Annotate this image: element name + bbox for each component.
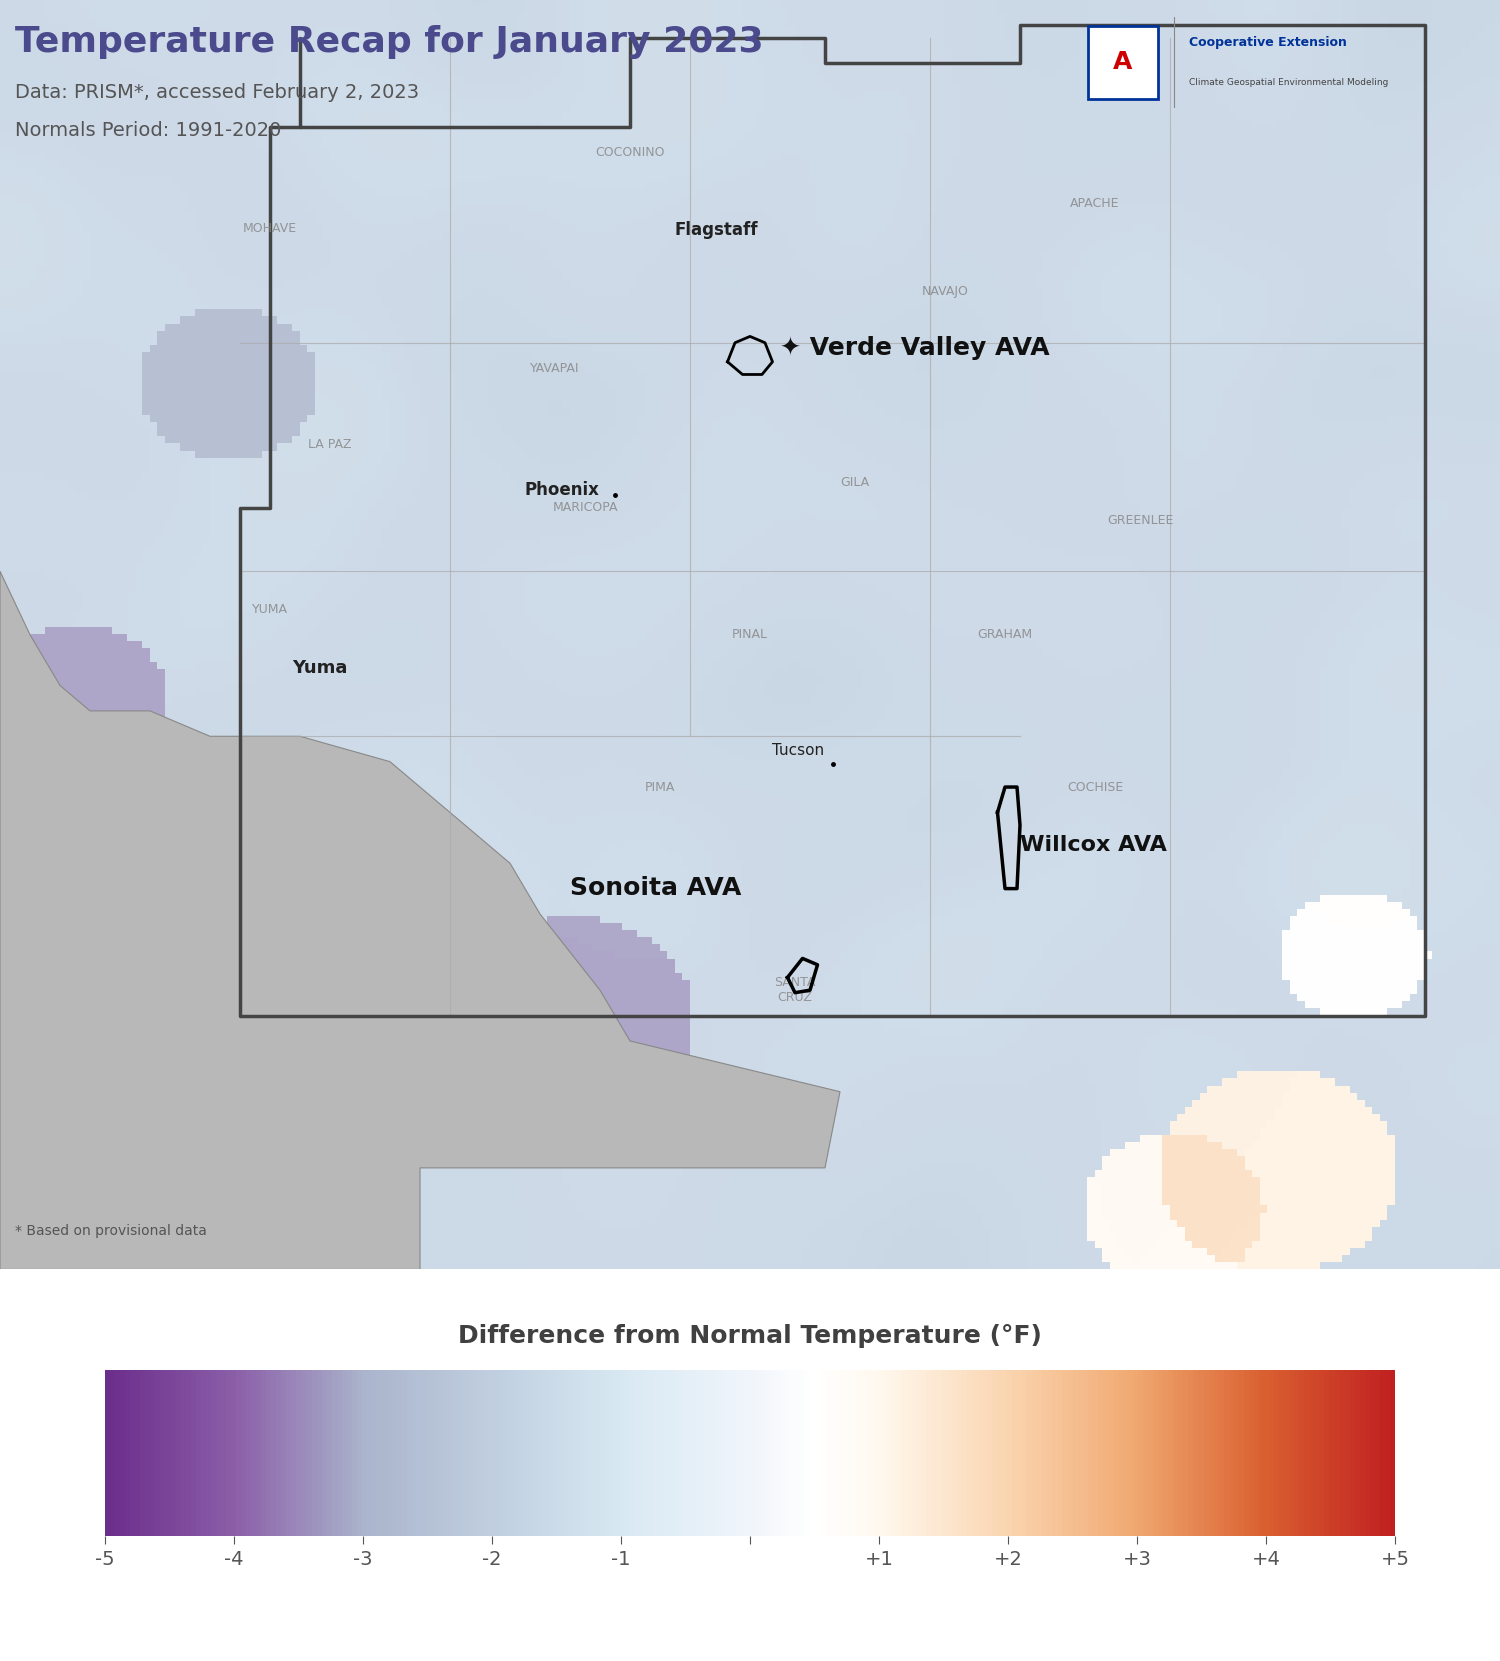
- Text: MOHAVE: MOHAVE: [243, 223, 297, 234]
- Text: NAVAJO: NAVAJO: [921, 286, 969, 299]
- Text: GILA: GILA: [840, 477, 870, 488]
- Text: near normal: near normal: [690, 1394, 810, 1412]
- Text: Data: PRISM*, accessed February 2, 2023: Data: PRISM*, accessed February 2, 2023: [15, 83, 418, 101]
- Text: Willcox AVA: Willcox AVA: [1020, 834, 1167, 854]
- Text: Climate Geospatial Environmental Modeling: Climate Geospatial Environmental Modelin…: [1190, 78, 1389, 86]
- Text: below normal: below normal: [204, 1394, 336, 1412]
- Text: YUMA: YUMA: [252, 603, 288, 616]
- Text: A: A: [1113, 50, 1132, 75]
- Text: LA PAZ: LA PAZ: [309, 439, 351, 450]
- Text: PIMA: PIMA: [645, 781, 675, 794]
- Text: Yuma: Yuma: [292, 659, 348, 676]
- FancyBboxPatch shape: [1088, 25, 1158, 98]
- Text: COCONINO: COCONINO: [596, 146, 664, 159]
- Text: Flagstaff: Flagstaff: [675, 221, 759, 239]
- Text: Normals Period: 1991-2020: Normals Period: 1991-2020: [15, 121, 282, 140]
- Text: SANTA
CRUZ: SANTA CRUZ: [774, 977, 816, 1005]
- Text: Sonoita AVA: Sonoita AVA: [570, 875, 741, 900]
- Text: Phoenix: Phoenix: [525, 482, 600, 498]
- Text: above normal: above normal: [1162, 1394, 1298, 1412]
- Polygon shape: [0, 571, 840, 1269]
- Text: Cooperative Extension: Cooperative Extension: [1190, 35, 1347, 48]
- Text: MARICOPA: MARICOPA: [552, 502, 618, 515]
- Text: COCHISE: COCHISE: [1066, 781, 1124, 794]
- Text: Tucson: Tucson: [772, 744, 825, 759]
- Text: * Based on provisional data: * Based on provisional data: [15, 1224, 207, 1237]
- Text: GRAHAM: GRAHAM: [978, 628, 1032, 641]
- Text: APACHE: APACHE: [1071, 196, 1119, 209]
- Text: GREENLEE: GREENLEE: [1107, 513, 1173, 527]
- Text: PINAL: PINAL: [732, 628, 768, 641]
- Text: ✦ Verde Valley AVA: ✦ Verde Valley AVA: [780, 337, 1050, 360]
- Text: Difference from Normal Temperature (°F): Difference from Normal Temperature (°F): [458, 1324, 1042, 1349]
- Text: Temperature Recap for January 2023: Temperature Recap for January 2023: [15, 25, 764, 60]
- Text: YAVAPAI: YAVAPAI: [531, 362, 579, 375]
